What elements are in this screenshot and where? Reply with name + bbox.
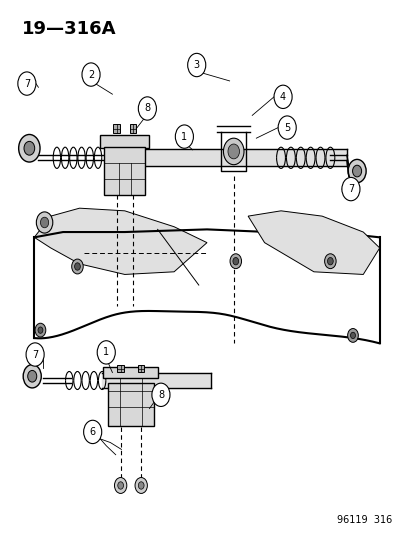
Circle shape [347, 328, 358, 342]
Circle shape [135, 478, 147, 494]
Circle shape [138, 482, 144, 489]
Bar [103, 367, 158, 378]
Text: 5: 5 [283, 123, 290, 133]
Text: 8: 8 [157, 390, 164, 400]
Bar [138, 365, 144, 372]
Circle shape [114, 478, 126, 494]
Text: 7: 7 [32, 350, 38, 360]
Circle shape [187, 53, 205, 77]
Circle shape [71, 259, 83, 274]
Polygon shape [247, 211, 379, 274]
Circle shape [26, 343, 44, 366]
Circle shape [350, 332, 355, 338]
Text: 7: 7 [347, 184, 353, 194]
Text: 2: 2 [88, 70, 94, 79]
Bar [104, 147, 145, 195]
Circle shape [18, 72, 36, 95]
Circle shape [223, 138, 243, 165]
Bar [100, 135, 149, 148]
Text: 1: 1 [103, 348, 109, 358]
Bar [129, 124, 136, 133]
Circle shape [327, 257, 332, 265]
Circle shape [347, 159, 365, 183]
Circle shape [38, 327, 43, 333]
Circle shape [82, 63, 100, 86]
Text: 8: 8 [144, 103, 150, 114]
Text: 6: 6 [89, 427, 95, 437]
Circle shape [19, 134, 40, 162]
Circle shape [117, 482, 123, 489]
Bar [117, 365, 123, 372]
Circle shape [273, 85, 292, 109]
Polygon shape [34, 208, 206, 274]
Bar [113, 124, 119, 133]
Circle shape [138, 97, 156, 120]
Text: 4: 4 [279, 92, 285, 102]
Circle shape [24, 141, 35, 155]
Text: 1: 1 [181, 132, 187, 142]
Circle shape [278, 116, 296, 139]
Circle shape [175, 125, 193, 148]
Circle shape [352, 165, 361, 177]
Circle shape [341, 177, 359, 201]
Text: 19—316A: 19—316A [22, 20, 116, 38]
Circle shape [74, 263, 80, 270]
Circle shape [40, 217, 49, 228]
Text: 96119  316: 96119 316 [336, 515, 391, 525]
Text: 3: 3 [193, 60, 199, 70]
Circle shape [233, 257, 238, 265]
Circle shape [230, 254, 241, 269]
Text: 7: 7 [24, 78, 30, 88]
Circle shape [28, 370, 37, 382]
Bar [108, 383, 153, 425]
Circle shape [35, 323, 46, 337]
Circle shape [36, 212, 53, 233]
Circle shape [83, 420, 102, 443]
Circle shape [23, 365, 41, 388]
Circle shape [97, 341, 115, 364]
Circle shape [324, 254, 335, 269]
Circle shape [152, 383, 170, 407]
Circle shape [228, 144, 239, 159]
